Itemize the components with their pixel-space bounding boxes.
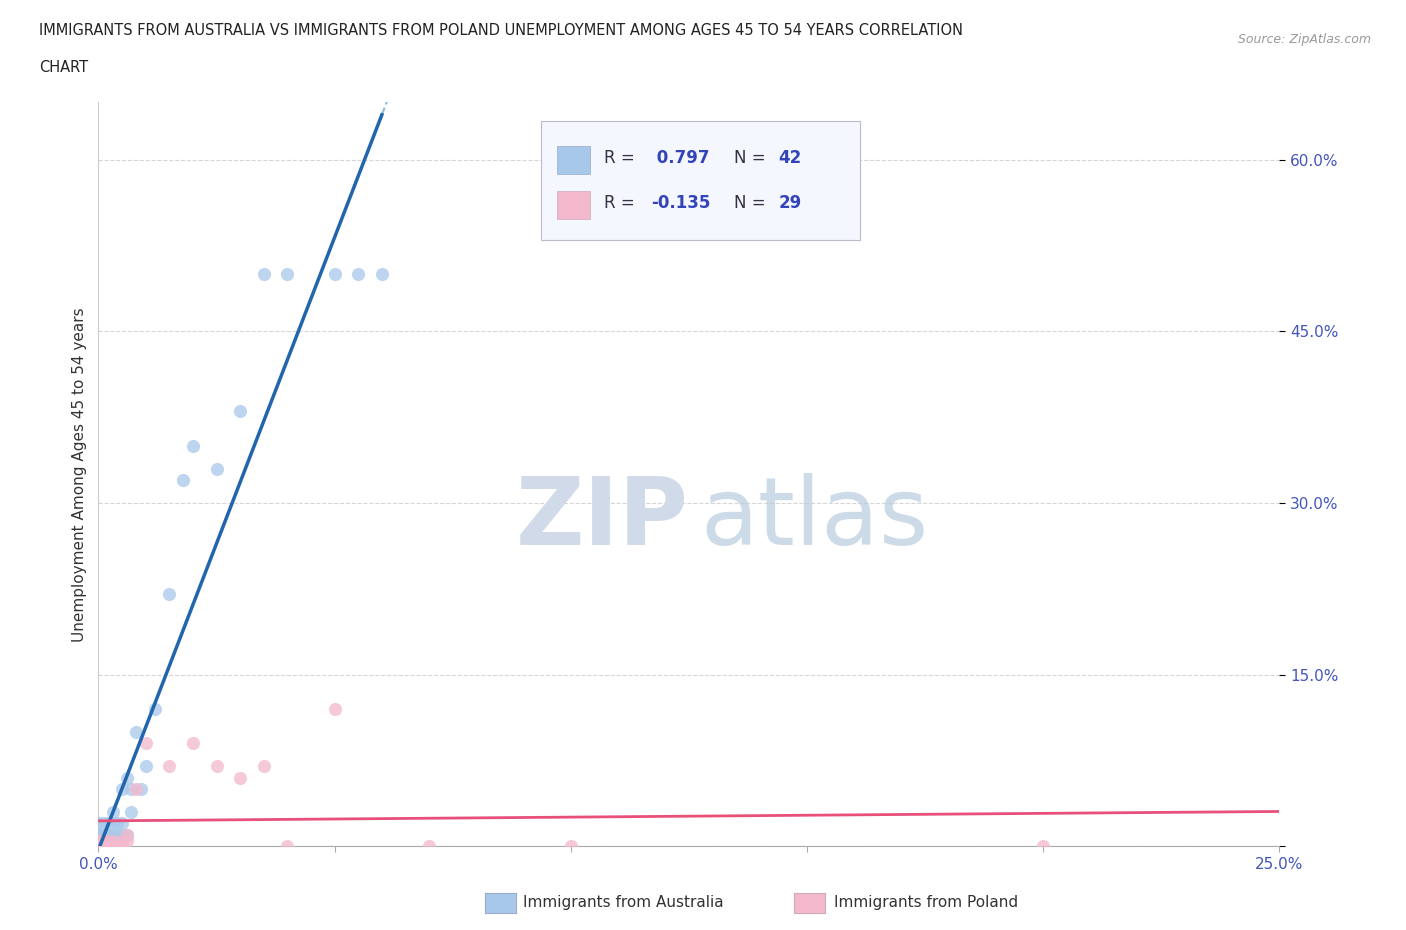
Point (97, 839, 120, 854)
Text: CHART: CHART (39, 60, 89, 75)
Text: 29: 29 (779, 193, 801, 212)
Point (111, 839, 134, 854)
Text: 42: 42 (779, 149, 801, 167)
Text: ZIP: ZIP (516, 473, 689, 565)
Point (121, 781, 143, 796)
Point (87, 816, 110, 830)
Point (323, 701, 346, 716)
Point (276, 267, 298, 282)
Point (157, 759, 180, 774)
Point (135, 736, 157, 751)
Point (91, 839, 114, 854)
Point (253, 759, 276, 774)
Point (111, 828, 134, 843)
Point (105, 839, 128, 854)
Point (129, 781, 152, 796)
Point (323, 267, 346, 282)
Point (91, 828, 114, 843)
Point (121, 804, 143, 819)
Point (143, 701, 166, 716)
FancyBboxPatch shape (557, 191, 589, 219)
Point (181, 736, 204, 751)
Point (91, 828, 114, 843)
Point (1032, 839, 1054, 854)
Text: -0.135: -0.135 (651, 193, 710, 212)
Point (91, 839, 114, 854)
Point (91, 833, 114, 848)
Point (115, 828, 138, 843)
Point (172, 472, 194, 487)
Text: 0.797: 0.797 (651, 149, 710, 167)
Point (87, 839, 110, 854)
Text: N =: N = (734, 149, 770, 167)
Point (105, 839, 128, 854)
Point (87, 828, 110, 843)
Point (87, 839, 110, 854)
Point (111, 833, 134, 848)
FancyBboxPatch shape (541, 121, 860, 240)
Point (105, 828, 128, 843)
Text: R =: R = (605, 149, 640, 167)
Point (135, 759, 157, 774)
Point (101, 816, 124, 830)
Text: R =: R = (605, 193, 640, 212)
Point (115, 828, 138, 843)
Text: Immigrants from Poland: Immigrants from Poland (834, 895, 1018, 910)
Point (418, 839, 440, 854)
Y-axis label: Unemployment Among Ages 45 to 54 years: Unemployment Among Ages 45 to 54 years (72, 307, 87, 642)
Point (87, 839, 110, 854)
Point (91, 839, 114, 854)
Text: IMMIGRANTS FROM AUSTRALIA VS IMMIGRANTS FROM POLAND UNEMPLOYMENT AMONG AGES 45 T: IMMIGRANTS FROM AUSTRALIA VS IMMIGRANTS … (39, 23, 963, 38)
Point (157, 587, 180, 602)
Point (560, 839, 582, 854)
Point (115, 833, 138, 848)
Point (97, 816, 120, 830)
Point (125, 724, 148, 739)
Point (111, 781, 134, 796)
Text: Immigrants from Australia: Immigrants from Australia (523, 895, 724, 910)
Point (229, 404, 252, 418)
Point (253, 267, 276, 282)
Point (87, 839, 110, 854)
Text: N =: N = (734, 193, 770, 212)
Text: Source: ZipAtlas.com: Source: ZipAtlas.com (1237, 33, 1371, 46)
Point (371, 267, 394, 282)
Point (205, 461, 228, 476)
Point (115, 770, 138, 785)
Point (97, 828, 120, 843)
Point (181, 438, 204, 453)
Point (105, 816, 128, 830)
Point (125, 781, 148, 796)
Point (101, 804, 124, 819)
Point (101, 828, 124, 843)
Point (97, 839, 120, 854)
Point (87, 839, 110, 854)
Point (101, 833, 124, 848)
Point (97, 828, 120, 843)
Point (347, 267, 370, 282)
Point (97, 833, 120, 848)
Point (101, 839, 124, 854)
Point (87, 833, 110, 848)
Point (229, 770, 252, 785)
Point (87, 833, 110, 848)
Text: atlas: atlas (700, 473, 929, 565)
Point (276, 839, 298, 854)
Point (205, 759, 228, 774)
Point (91, 816, 114, 830)
Point (87, 839, 110, 854)
Point (111, 816, 134, 830)
Point (101, 839, 124, 854)
Point (97, 839, 120, 854)
FancyBboxPatch shape (557, 146, 589, 175)
